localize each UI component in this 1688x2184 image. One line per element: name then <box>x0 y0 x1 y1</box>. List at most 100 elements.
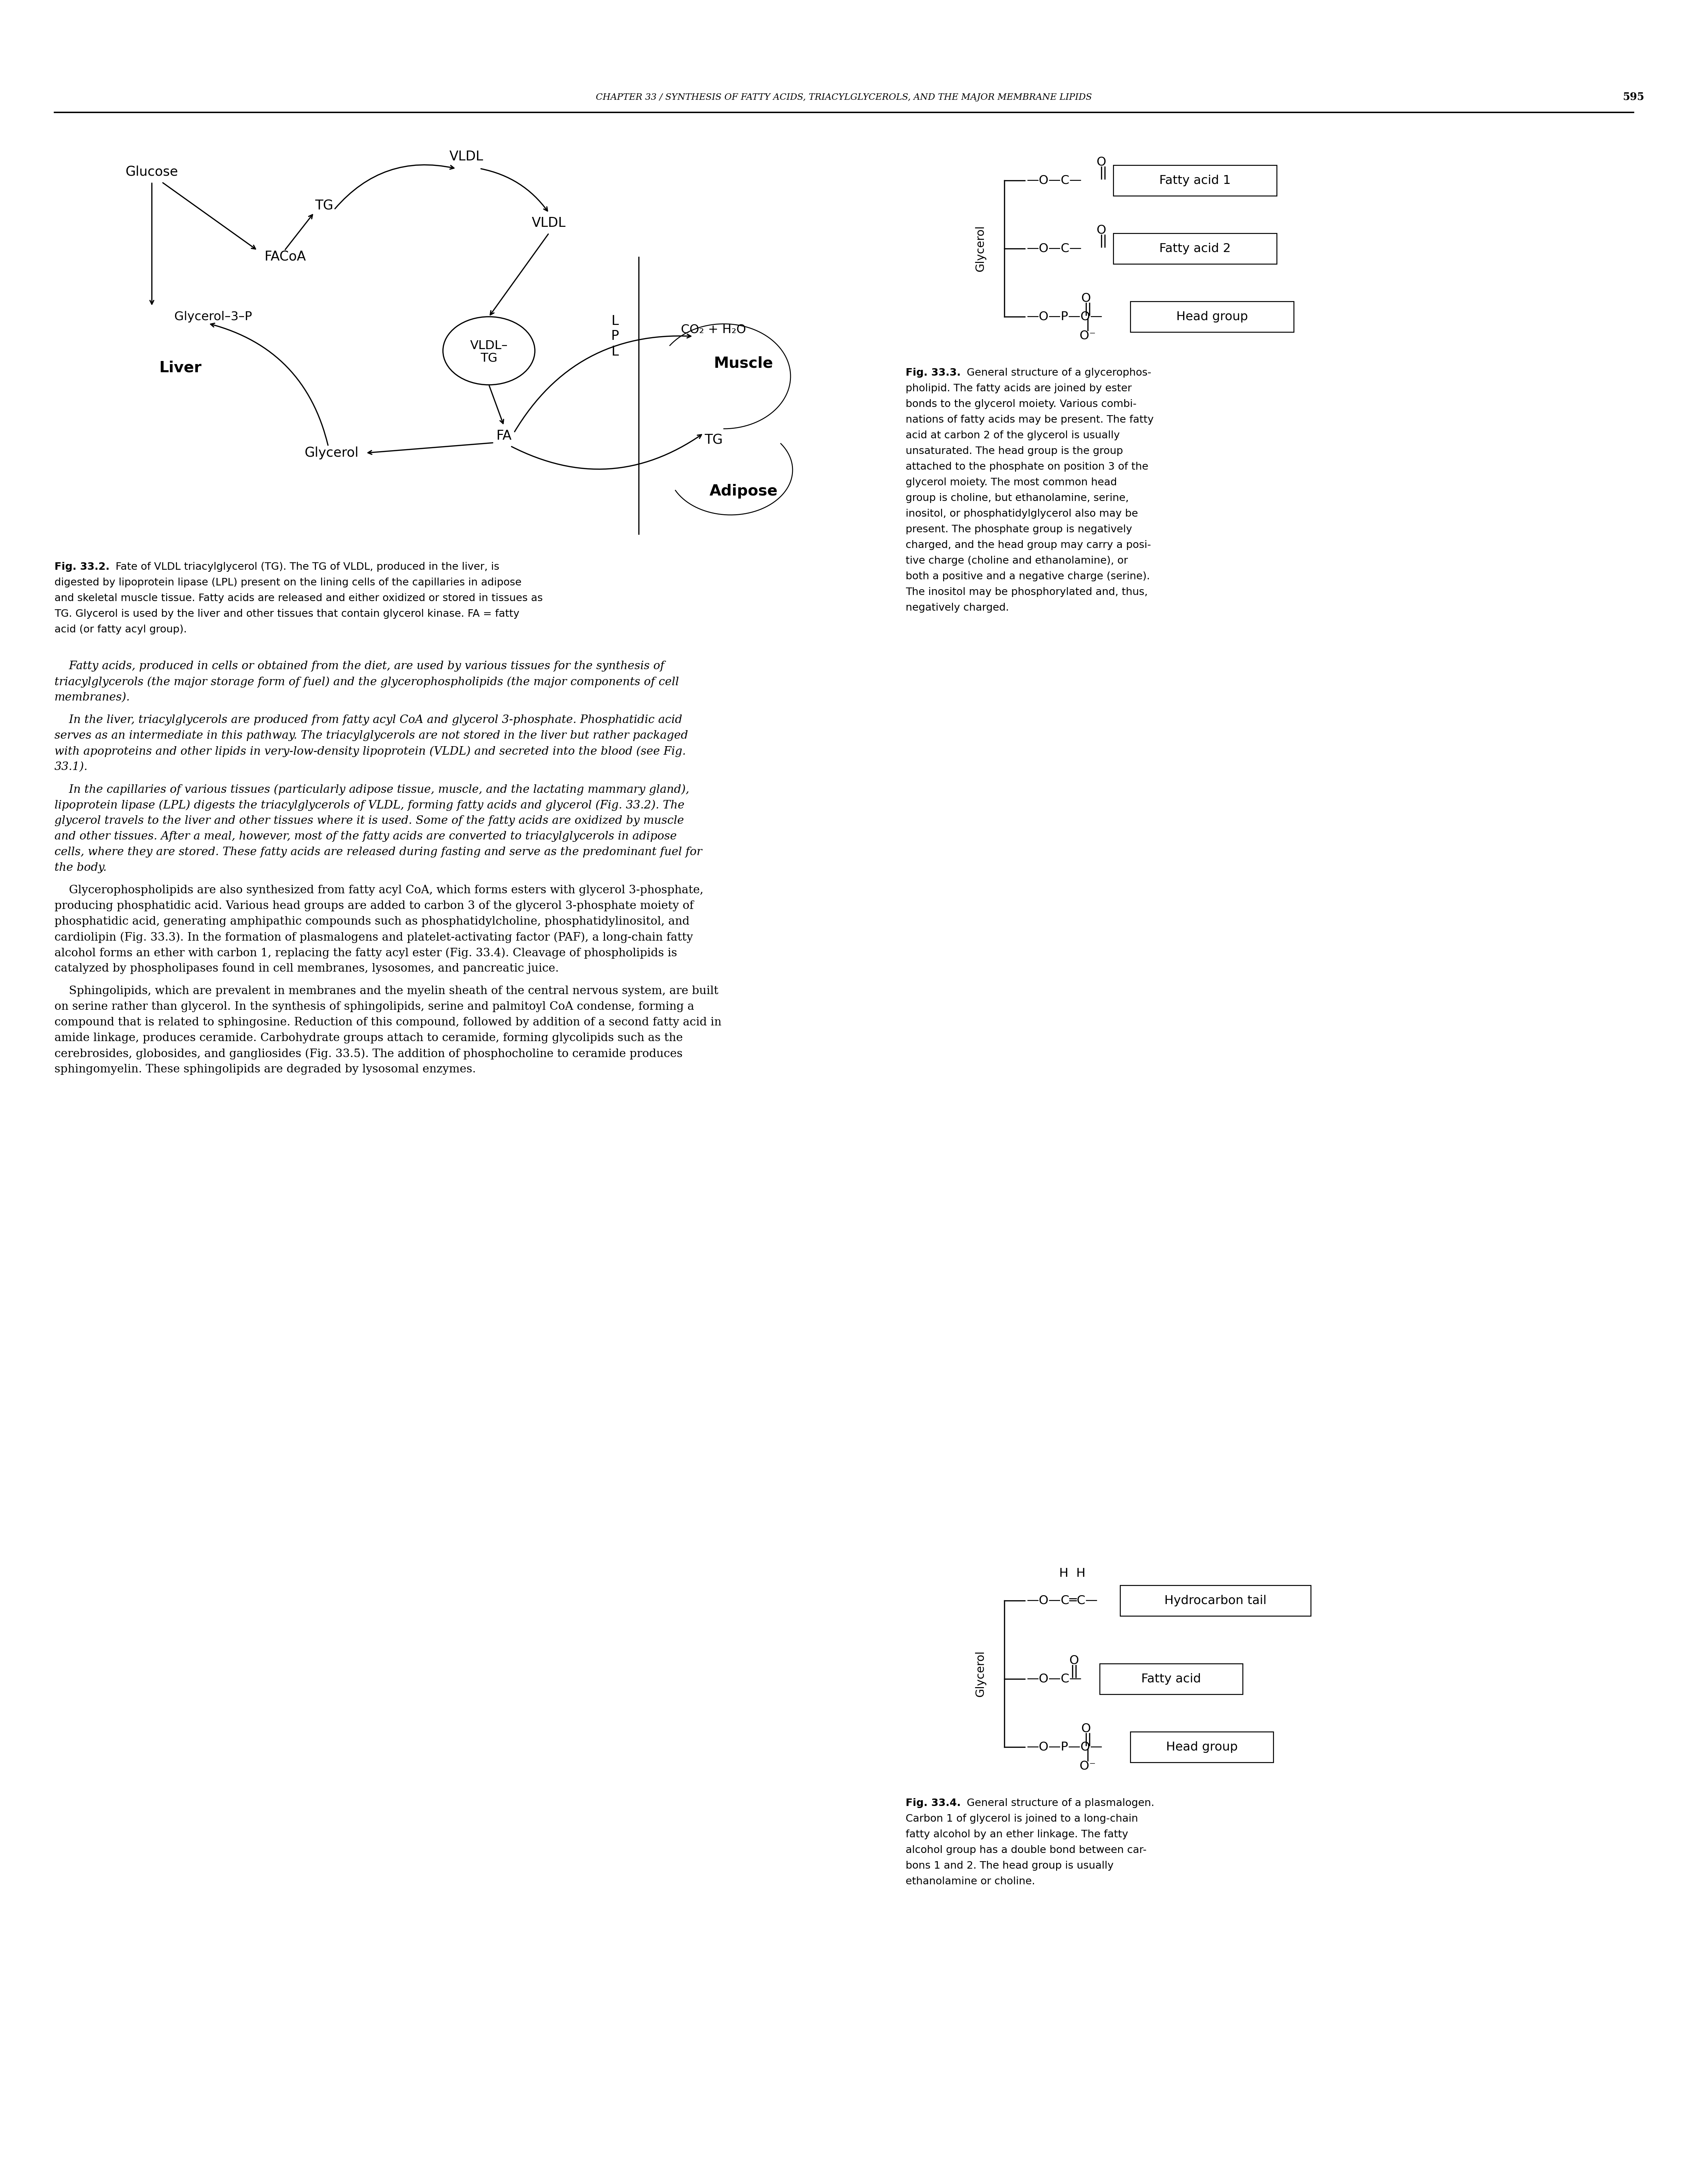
Text: catalyzed by phospholipases found in cell membranes, lysosomes, and pancreatic j: catalyzed by phospholipases found in cel… <box>54 963 559 974</box>
Text: negatively charged.: negatively charged. <box>906 603 1009 614</box>
Text: cerebrosides, globosides, and gangliosides (Fig. 33.5). The addition of phosphoc: cerebrosides, globosides, and gangliosid… <box>54 1048 682 1059</box>
Text: Glycerol: Glycerol <box>976 1651 986 1697</box>
Text: Fatty acid 2: Fatty acid 2 <box>1160 242 1231 253</box>
Text: nations of fatty acids may be present. The fatty: nations of fatty acids may be present. T… <box>906 415 1153 424</box>
Text: O: O <box>1082 1723 1090 1734</box>
Text: charged, and the head group may carry a posi-: charged, and the head group may carry a … <box>906 539 1151 550</box>
Text: TG: TG <box>316 199 333 212</box>
Text: O: O <box>1097 225 1106 236</box>
Text: with apoproteins and other lipids in very-low-density lipoprotein (VLDL) and sec: with apoproteins and other lipids in ver… <box>54 745 685 758</box>
Text: both a positive and a negative charge (serine).: both a positive and a negative charge (s… <box>906 572 1150 581</box>
Text: Head group: Head group <box>1166 1741 1237 1754</box>
FancyBboxPatch shape <box>1131 301 1293 332</box>
Text: tive charge (choline and ethanolamine), or: tive charge (choline and ethanolamine), … <box>906 555 1128 566</box>
Text: L: L <box>611 314 618 328</box>
Text: Fig. 33.4.: Fig. 33.4. <box>906 1797 960 1808</box>
Text: producing phosphatidic acid. Various head groups are added to carbon 3 of the gl: producing phosphatidic acid. Various hea… <box>54 900 694 911</box>
Text: serves as an intermediate in this pathway. The triacylglycerols are not stored i: serves as an intermediate in this pathwa… <box>54 729 689 740</box>
Text: Sphingolipids, which are prevalent in membranes and the myelin sheath of the cen: Sphingolipids, which are prevalent in me… <box>54 985 719 996</box>
Text: compound that is related to sphingosine. Reduction of this compound, followed by: compound that is related to sphingosine.… <box>54 1018 721 1029</box>
Text: phosphatidic acid, generating amphipathic compounds such as phosphatidylcholine,: phosphatidic acid, generating amphipathi… <box>54 915 690 926</box>
Text: triacylglycerols (the major storage form of fuel) and the glycerophospholipids (: triacylglycerols (the major storage form… <box>54 677 679 688</box>
Text: Fig. 33.3.: Fig. 33.3. <box>906 367 960 378</box>
Text: Glycerophospholipids are also synthesized from fatty acyl CoA, which forms ester: Glycerophospholipids are also synthesize… <box>54 885 704 895</box>
Text: alcohol forms an ether with carbon 1, replacing the fatty acyl ester (Fig. 33.4): alcohol forms an ether with carbon 1, re… <box>54 948 677 959</box>
Text: ethanolamine or choline.: ethanolamine or choline. <box>906 1876 1035 1887</box>
Text: CO₂ + H₂O: CO₂ + H₂O <box>680 323 746 336</box>
Text: Fatty acid 1: Fatty acid 1 <box>1160 175 1231 186</box>
Text: TG. Glycerol is used by the liver and other tissues that contain glycerol kinase: TG. Glycerol is used by the liver and ot… <box>54 609 520 618</box>
Text: present. The phosphate group is negatively: present. The phosphate group is negative… <box>906 524 1133 535</box>
Text: bons 1 and 2. The head group is usually: bons 1 and 2. The head group is usually <box>906 1861 1114 1872</box>
Text: Fatty acids, produced in cells or obtained from the diet, are used by various ti: Fatty acids, produced in cells or obtain… <box>54 662 665 673</box>
Text: —O—C═C—: —O—C═C— <box>1026 1594 1097 1607</box>
Text: Glycerol: Glycerol <box>304 446 358 459</box>
Text: lipoprotein lipase (LPL) digests the triacylglycerols of VLDL, forming fatty aci: lipoprotein lipase (LPL) digests the tri… <box>54 799 684 810</box>
Text: O: O <box>1097 155 1106 168</box>
Text: O: O <box>1082 293 1090 304</box>
Text: glycerol moiety. The most common head: glycerol moiety. The most common head <box>906 478 1117 487</box>
Text: Fate of VLDL triacylglycerol (TG). The TG of VLDL, produced in the liver, is: Fate of VLDL triacylglycerol (TG). The T… <box>110 561 500 572</box>
Text: digested by lipoprotein lipase (LPL) present on the lining cells of the capillar: digested by lipoprotein lipase (LPL) pre… <box>54 577 522 587</box>
Text: O: O <box>1069 1655 1079 1666</box>
Text: membranes).: membranes). <box>54 692 130 703</box>
Text: Carbon 1 of glycerol is joined to a long-chain: Carbon 1 of glycerol is joined to a long… <box>906 1815 1138 1824</box>
Text: Glycerol: Glycerol <box>976 225 986 271</box>
Text: cardiolipin (Fig. 33.3). In the formation of plasmalogens and platelet-activatin: cardiolipin (Fig. 33.3). In the formatio… <box>54 933 694 943</box>
Text: Hydrocarbon tail: Hydrocarbon tail <box>1165 1594 1266 1607</box>
Text: —O—C—: —O—C— <box>1026 1673 1082 1684</box>
Text: 595: 595 <box>1622 92 1644 103</box>
Text: P: P <box>611 330 619 343</box>
Text: acid (or fatty acyl group).: acid (or fatty acyl group). <box>54 625 187 636</box>
Text: In the liver, triacylglycerols are produced from fatty acyl CoA and glycerol 3-p: In the liver, triacylglycerols are produ… <box>54 714 682 725</box>
Text: pholipid. The fatty acids are joined by ester: pholipid. The fatty acids are joined by … <box>906 384 1131 393</box>
Text: acid at carbon 2 of the glycerol is usually: acid at carbon 2 of the glycerol is usua… <box>906 430 1119 441</box>
Text: VLDL–: VLDL– <box>469 341 508 352</box>
Text: Head group: Head group <box>1177 310 1247 323</box>
Text: CHAPTER 33 / SYNTHESIS OF FATTY ACIDS, TRIACYLGLYCEROLS, AND THE MAJOR MEMBRANE : CHAPTER 33 / SYNTHESIS OF FATTY ACIDS, T… <box>596 92 1092 100</box>
Text: fatty alcohol by an ether linkage. The fatty: fatty alcohol by an ether linkage. The f… <box>906 1830 1128 1839</box>
Text: Glucose: Glucose <box>125 166 179 179</box>
Text: H  H: H H <box>1060 1568 1085 1579</box>
Text: O⁻: O⁻ <box>1080 330 1096 341</box>
Text: VLDL: VLDL <box>532 216 565 229</box>
Text: glycerol travels to the liver and other tissues where it is used. Some of the fa: glycerol travels to the liver and other … <box>54 815 684 826</box>
Text: TG: TG <box>481 352 498 365</box>
Text: and skeletal muscle tissue. Fatty acids are released and either oxidized or stor: and skeletal muscle tissue. Fatty acids … <box>54 594 544 603</box>
Text: the body.: the body. <box>54 863 106 874</box>
Text: L: L <box>611 345 618 358</box>
Text: O⁻: O⁻ <box>1080 1760 1096 1771</box>
Text: The inositol may be phosphorylated and, thus,: The inositol may be phosphorylated and, … <box>906 587 1148 596</box>
Text: Muscle: Muscle <box>714 356 773 371</box>
Text: alcohol group has a double bond between car-: alcohol group has a double bond between … <box>906 1845 1146 1854</box>
Text: on serine rather than glycerol. In the synthesis of sphingolipids, serine and pa: on serine rather than glycerol. In the s… <box>54 1000 694 1011</box>
Text: —O—C—: —O—C— <box>1026 242 1082 253</box>
Text: General structure of a glycerophos-: General structure of a glycerophos- <box>960 367 1151 378</box>
Text: —O—P—O—: —O—P—O— <box>1026 310 1102 323</box>
Text: Adipose: Adipose <box>709 485 778 498</box>
Text: FACoA: FACoA <box>265 251 306 264</box>
Text: Liver: Liver <box>159 360 203 376</box>
Text: 33.1).: 33.1). <box>54 762 88 773</box>
Text: General structure of a plasmalogen.: General structure of a plasmalogen. <box>960 1797 1155 1808</box>
Text: cells, where they are stored. These fatty acids are released during fasting and : cells, where they are stored. These fatt… <box>54 847 702 858</box>
FancyBboxPatch shape <box>1114 166 1276 197</box>
Text: sphingomyelin. These sphingolipids are degraded by lysosomal enzymes.: sphingomyelin. These sphingolipids are d… <box>54 1064 476 1075</box>
Text: FA: FA <box>496 430 511 443</box>
Text: inositol, or phosphatidylglycerol also may be: inositol, or phosphatidylglycerol also m… <box>906 509 1138 518</box>
FancyBboxPatch shape <box>1131 1732 1273 1762</box>
Text: VLDL: VLDL <box>449 151 483 164</box>
Text: —O—C—: —O—C— <box>1026 175 1082 186</box>
Text: amide linkage, produces ceramide. Carbohydrate groups attach to ceramide, formin: amide linkage, produces ceramide. Carboh… <box>54 1033 684 1044</box>
Text: and other tissues. After a meal, however, most of the fatty acids are converted : and other tissues. After a meal, however… <box>54 830 677 841</box>
Text: attached to the phosphate on position 3 of the: attached to the phosphate on position 3 … <box>906 461 1148 472</box>
Text: Glycerol–3–P: Glycerol–3–P <box>174 310 252 323</box>
FancyBboxPatch shape <box>1114 234 1276 264</box>
Text: TG: TG <box>704 435 722 448</box>
Text: unsaturated. The head group is the group: unsaturated. The head group is the group <box>906 446 1123 456</box>
Text: Fatty acid: Fatty acid <box>1141 1673 1202 1684</box>
Text: group is choline, but ethanolamine, serine,: group is choline, but ethanolamine, seri… <box>906 494 1129 502</box>
Text: Fig. 33.2.: Fig. 33.2. <box>54 561 110 572</box>
Text: bonds to the glycerol moiety. Various combi-: bonds to the glycerol moiety. Various co… <box>906 400 1136 408</box>
FancyBboxPatch shape <box>1121 1586 1312 1616</box>
